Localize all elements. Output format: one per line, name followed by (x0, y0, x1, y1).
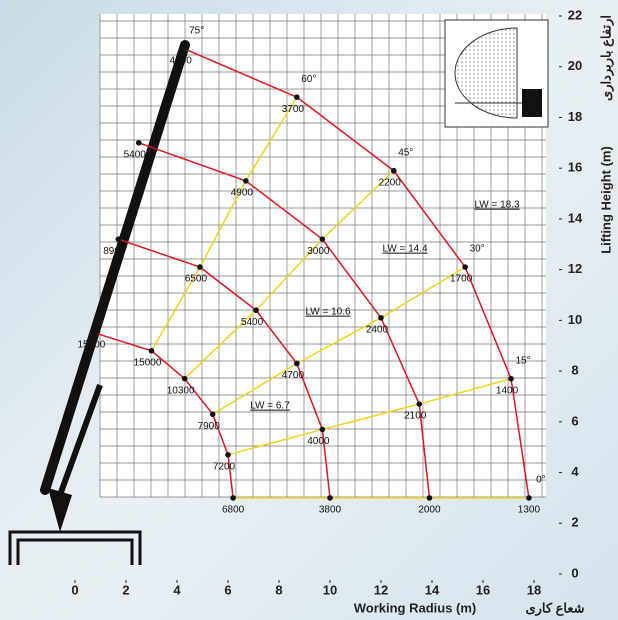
load-point (427, 495, 433, 501)
load-label: 1300 (518, 505, 541, 516)
y-tick-label: 20 (568, 58, 582, 73)
load-label: 3000 (307, 246, 330, 257)
boom-length-label: LW = 18.3 (474, 200, 520, 211)
load-point (391, 168, 397, 174)
boom-length-label: LW = 6.7 (250, 401, 290, 412)
load-label: 3800 (319, 505, 342, 516)
load-point (294, 94, 300, 100)
x-tick-label: 18 (527, 582, 541, 597)
y-tick-label: 4 (571, 464, 579, 479)
angle-label: 30° (470, 244, 485, 255)
load-label: 2100 (404, 411, 427, 422)
boom-length-label: LW = 14.4 (382, 244, 428, 255)
load-point (320, 236, 326, 242)
load-point (225, 452, 231, 458)
x-tick-label: 2 (122, 582, 129, 597)
y-axis-title-fa: ارتفاع باربرداری (598, 15, 614, 101)
load-label: 1700 (450, 274, 473, 285)
x-axis-title-fa: شعاع کاری (525, 600, 584, 616)
load-point (197, 264, 203, 270)
angle-label: 60° (301, 74, 316, 85)
load-point (508, 376, 514, 382)
inset (445, 20, 548, 127)
load-point (182, 46, 188, 52)
y-axis-title: Lifting Height (m) (598, 146, 613, 254)
load-point (243, 178, 249, 184)
load-label: 5400 (241, 317, 264, 328)
inset-vehicle (522, 89, 542, 117)
y-tick-label: 2 (571, 515, 578, 530)
load-label: 2200 (379, 177, 402, 188)
load-point (526, 495, 532, 501)
y-tick-label: 0 (571, 565, 578, 580)
y-tick-label: 10 (568, 312, 582, 327)
load-label: 4100 (170, 56, 193, 67)
x-tick-label: 6 (224, 582, 231, 597)
x-tick-label: 14 (425, 582, 440, 597)
load-point (182, 376, 188, 382)
load-label: 8900 (103, 246, 126, 257)
load-point (253, 307, 259, 313)
x-tick-label: 8 (275, 582, 282, 597)
y-tick-label: 16 (568, 160, 582, 175)
load-label: 3700 (282, 104, 305, 115)
y-tick-label: 22 (568, 7, 582, 22)
load-point (230, 495, 236, 501)
load-point (136, 140, 142, 146)
x-tick-label: 16 (476, 582, 490, 597)
load-point (327, 495, 333, 501)
load-label: 10300 (167, 385, 195, 396)
x-tick-label: 10 (323, 582, 337, 597)
load-label: 2000 (418, 505, 441, 516)
load-point (320, 427, 326, 433)
angle-label: 75° (189, 26, 204, 37)
y-tick-label: 6 (571, 413, 578, 428)
angle-label: 0° (536, 475, 546, 486)
load-label: 2400 (366, 324, 389, 335)
chart: 150001500010300790072006800LW = 6.789006… (0, 0, 618, 620)
load-label: 15000 (77, 340, 105, 351)
x-tick-label: 12 (374, 582, 388, 597)
y-tick-label: 14 (568, 210, 583, 225)
y-tick-label: 12 (568, 261, 582, 276)
x-axis-title: Working Radius (m) (354, 600, 477, 615)
load-label: 6500 (185, 274, 208, 285)
angle-label: 45° (398, 147, 413, 158)
load-point (149, 348, 155, 354)
load-point (210, 411, 216, 417)
load-point (416, 401, 422, 407)
y-tick-label: 18 (568, 109, 582, 124)
load-point (378, 315, 384, 321)
load-point (93, 330, 99, 336)
load-point (294, 361, 300, 367)
load-label: 15000 (134, 357, 162, 368)
load-label: 7200 (213, 461, 236, 472)
angle-label: 15° (515, 355, 530, 366)
load-point (462, 264, 468, 270)
load-point (116, 236, 122, 242)
page: {"chart_data": { "type": "load-chart", "… (0, 0, 618, 620)
load-label: 7900 (198, 421, 221, 432)
load-label: 4000 (307, 436, 330, 447)
load-label: 5400 (124, 149, 147, 160)
load-label: 4700 (282, 370, 305, 381)
x-tick-label: 4 (173, 582, 181, 597)
load-label: 6800 (222, 505, 245, 516)
load-label: 4900 (231, 188, 254, 199)
x-tick-label: 0 (71, 582, 78, 597)
load-label: 1400 (496, 385, 519, 396)
boom-length-label: LW = 10.6 (305, 307, 351, 318)
y-tick-label: 8 (571, 363, 578, 378)
